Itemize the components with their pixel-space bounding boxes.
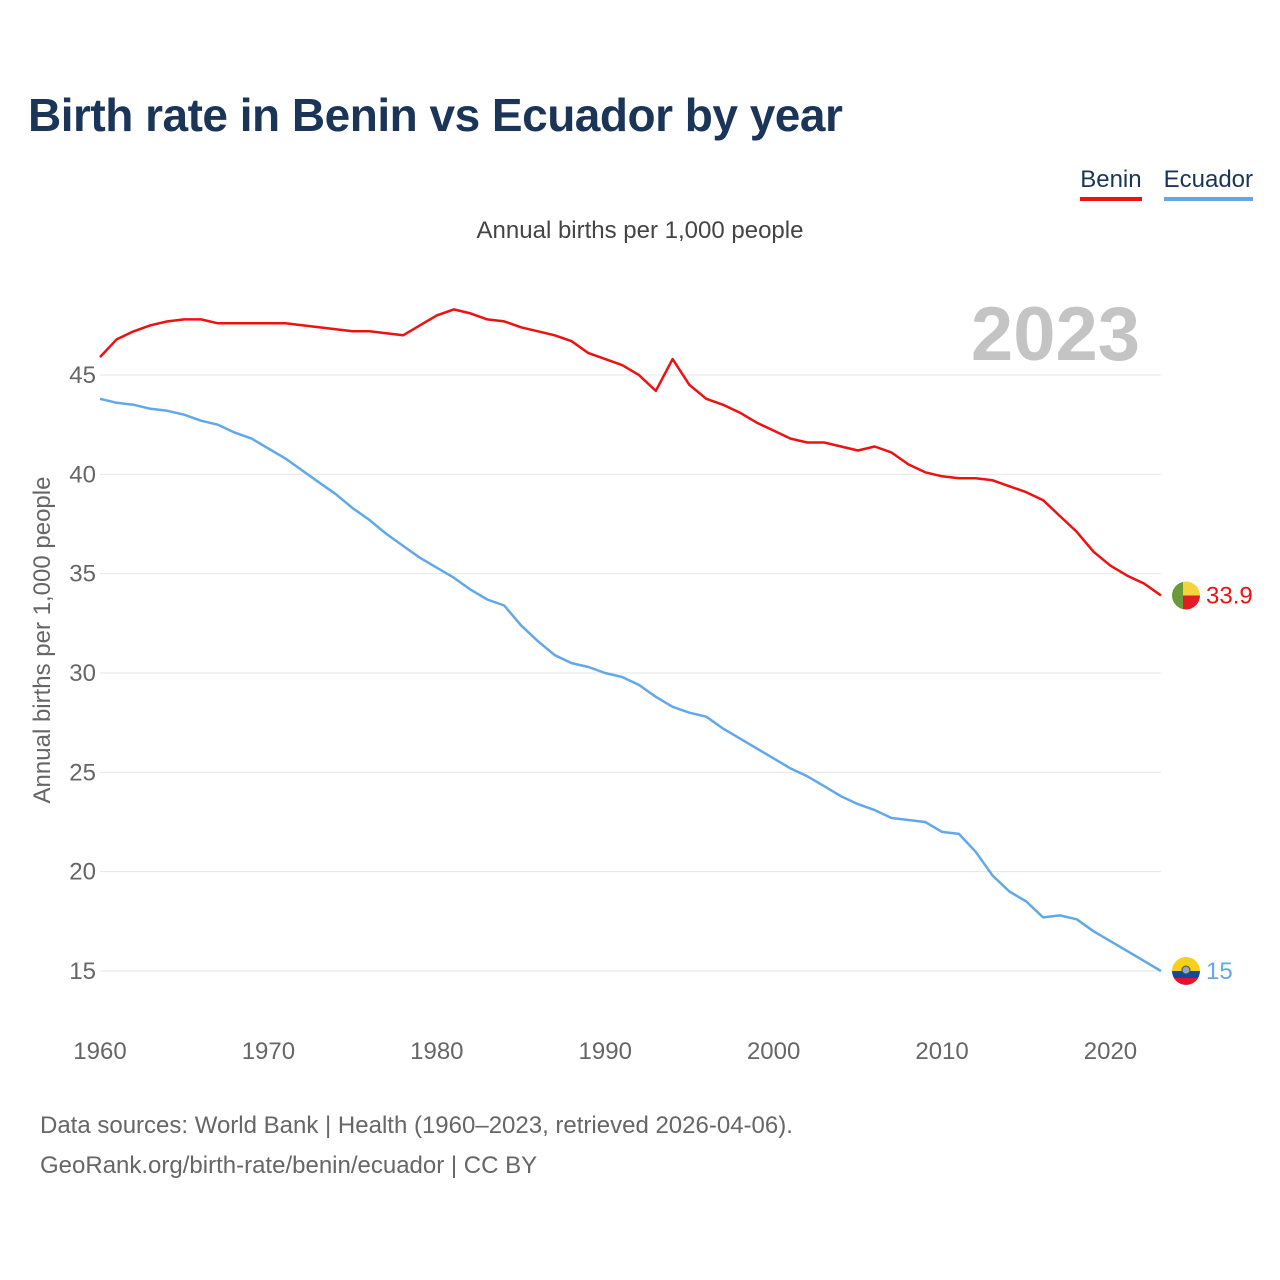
legend-item-benin[interactable]: Benin <box>1080 166 1142 201</box>
x-tick-label: 1970 <box>242 1038 295 1065</box>
end-markers: 33.9 15 <box>1172 581 1253 985</box>
y-tick-label: 30 <box>69 660 96 687</box>
x-tick-label: 2000 <box>747 1038 800 1065</box>
chart-title: Birth rate in Benin vs Ecuador by year <box>28 89 843 141</box>
legend: Benin Ecuador <box>1080 166 1253 201</box>
x-tick-label: 1980 <box>410 1038 463 1065</box>
year-badge: 2023 <box>971 292 1140 377</box>
series-line-ecuador <box>99 397 1162 973</box>
ecuador-flag-icon <box>1172 957 1200 985</box>
series-line-benin <box>99 308 1162 597</box>
x-tick-label: 2020 <box>1084 1038 1137 1065</box>
footer-sources: Data sources: World Bank | Health (1960–… <box>40 1112 793 1139</box>
y-axis-ticks: 15 20 25 30 35 40 45 <box>69 362 96 985</box>
legend-item-ecuador[interactable]: Ecuador <box>1163 166 1253 201</box>
line-chart: 15 20 25 30 35 40 45 1960 1970 1980 1990 2000 2010 2… <box>29 292 1253 1065</box>
series-lines <box>99 308 1162 973</box>
y-tick-label: 25 <box>69 759 96 786</box>
y-axis-label: Annual births per 1,000 people <box>29 477 56 804</box>
gridlines <box>100 374 1161 972</box>
y-tick-label: 35 <box>69 561 96 588</box>
benin-flag-icon <box>1172 581 1200 610</box>
y-tick-label: 20 <box>69 859 96 886</box>
y-tick-label: 15 <box>69 958 96 985</box>
x-tick-label: 2010 <box>915 1038 968 1065</box>
footer: Data sources: World Bank | Health (1960–… <box>40 1106 793 1186</box>
y-tick-label: 40 <box>69 461 96 488</box>
end-label-ecuador: 15 <box>1206 958 1233 985</box>
y-tick-label: 45 <box>69 362 96 389</box>
x-tick-label: 1990 <box>579 1038 632 1065</box>
x-tick-label: 1960 <box>73 1038 126 1065</box>
x-axis-ticks: 1960 1970 1980 1990 2000 2010 2020 <box>73 1038 1137 1065</box>
end-label-benin: 33.9 <box>1206 583 1253 610</box>
footer-link[interactable]: GeoRank.org/birth-rate/benin/ecuador | C… <box>40 1152 538 1179</box>
chart-subtitle: Annual births per 1,000 people <box>476 217 804 244</box>
